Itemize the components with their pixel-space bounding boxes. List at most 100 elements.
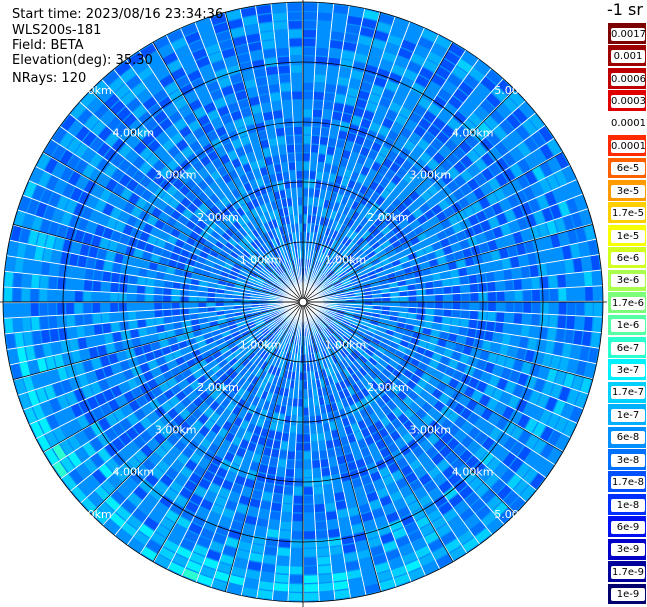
ray-bin — [227, 64, 241, 76]
ray-bin — [102, 203, 114, 216]
ray-bin — [344, 356, 353, 365]
ray-separator — [302, 100, 526, 303]
ray-bin — [398, 312, 407, 318]
ray-separator — [17, 209, 304, 303]
ray-bin — [101, 313, 110, 324]
ray-bin — [259, 370, 267, 380]
ray-bin — [297, 188, 303, 197]
ray-bin — [425, 446, 438, 459]
ray-bin — [136, 311, 145, 320]
ray-bin — [309, 416, 316, 424]
ray-bin — [44, 205, 56, 221]
ray-bin — [120, 129, 134, 143]
ray-bin — [90, 381, 102, 395]
ray-bin — [260, 572, 275, 582]
ray-bin — [443, 245, 453, 256]
ray-bin — [258, 464, 269, 474]
ray-bin — [319, 342, 324, 351]
ray-bin — [48, 276, 58, 290]
ray-separator — [302, 124, 546, 303]
ray-bin — [452, 293, 461, 302]
colorbar-unit: -1 sr — [607, 0, 643, 19]
ray-bin — [403, 408, 415, 419]
ray-bin — [452, 302, 461, 310]
ray-bin — [346, 160, 356, 170]
ray-bin — [396, 364, 406, 374]
colorbar-swatch: 3e-6 — [607, 268, 647, 292]
ray-bin — [259, 246, 267, 254]
ray-bin — [339, 224, 347, 234]
ray-bin — [327, 376, 335, 385]
ray-bin — [193, 225, 203, 235]
ray-bin — [472, 368, 483, 380]
ray-bin — [181, 508, 195, 521]
ray-bin — [433, 494, 448, 508]
ray-bin — [323, 101, 334, 111]
ray-bin — [394, 245, 404, 254]
ray-bin — [76, 175, 89, 190]
ray-bin — [461, 51, 478, 66]
ray-bin — [181, 289, 189, 296]
ray-bin — [460, 318, 469, 328]
ray-bin — [325, 404, 333, 413]
ray-bin — [268, 374, 275, 384]
ray-bin — [303, 215, 308, 223]
ray-bin — [207, 235, 218, 245]
ray-bin — [186, 427, 198, 439]
ray-bin — [145, 294, 154, 302]
ray-bin — [470, 498, 486, 513]
ray-bin — [126, 427, 139, 440]
ray-bin — [443, 487, 458, 501]
ray-bin — [336, 352, 344, 360]
ray-bin — [357, 90, 370, 101]
ray-bin — [409, 459, 422, 471]
ray-bin — [385, 267, 394, 275]
ray-bin — [426, 81, 441, 95]
ray-bin — [540, 443, 554, 459]
ray-bin — [349, 442, 360, 452]
ray-bin — [459, 140, 472, 154]
ray-bin — [52, 208, 64, 223]
ray-bin — [292, 504, 303, 513]
ray-bin — [287, 325, 293, 333]
ray-bin — [145, 351, 155, 362]
ray-bin — [374, 376, 384, 386]
ray-bin — [366, 491, 379, 502]
ray-bin — [579, 346, 590, 362]
ray-bin — [231, 566, 247, 577]
ray-bin — [314, 334, 319, 343]
colorbar-label: 1.7e-5 — [611, 207, 645, 221]
ray-bin — [212, 379, 222, 389]
ray-bin — [102, 227, 114, 240]
ray-bin — [339, 158, 349, 168]
ray-bin — [303, 197, 308, 206]
ray-bin — [172, 178, 184, 190]
ray-bin — [518, 429, 532, 445]
ray-bin — [571, 212, 583, 228]
ray-bin — [97, 142, 111, 157]
ray-bin — [373, 30, 389, 42]
ray-bin — [247, 274, 256, 281]
ray-bin — [417, 96, 432, 110]
ray-bin — [362, 364, 371, 373]
ray-bin — [382, 368, 392, 378]
start-time: Start time: 2023/08/16 23:34:36 — [12, 7, 224, 22]
ray-bin — [462, 537, 479, 552]
ray-bin — [146, 153, 159, 167]
ray-bin — [272, 258, 279, 267]
ray-bin — [270, 310, 279, 315]
ray-bin — [292, 398, 298, 407]
ray-bin — [401, 385, 412, 396]
ray-bin — [437, 88, 452, 102]
ray-bin — [266, 528, 279, 538]
ray-bin — [377, 346, 386, 354]
ray-bin — [335, 500, 347, 510]
ray-bin — [240, 7, 257, 18]
ray-bin — [149, 509, 164, 523]
ray-bin — [366, 56, 381, 67]
ray-bin — [419, 67, 434, 80]
ray-bin — [324, 349, 331, 358]
ray-bin — [250, 269, 259, 276]
ray-bin — [496, 377, 508, 391]
ray-bin — [517, 446, 532, 462]
